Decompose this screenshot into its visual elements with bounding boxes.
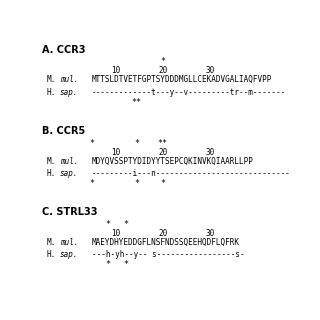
Text: 30: 30 bbox=[205, 148, 214, 156]
Text: 20: 20 bbox=[158, 229, 167, 238]
Text: 10: 10 bbox=[111, 66, 120, 75]
Text: *: * bbox=[134, 139, 139, 148]
Text: **: ** bbox=[131, 98, 141, 107]
Text: H.: H. bbox=[46, 88, 55, 97]
Text: *: * bbox=[123, 220, 128, 229]
Text: ---------i---n-----------------------------: ---------i---n--------------------------… bbox=[92, 169, 291, 178]
Text: M.: M. bbox=[46, 238, 55, 247]
Text: MTTSLDTVETFGPTSYDDDMGLLCEKADVGALIAQFVPP: MTTSLDTVETFGPTSYDDDMGLLCEKADVGALIAQFVPP bbox=[92, 75, 272, 84]
Text: 30: 30 bbox=[205, 66, 214, 75]
Text: M.: M. bbox=[46, 157, 55, 166]
Text: *: * bbox=[90, 139, 95, 148]
Text: ---h-yh--y-- s-----------------s-: ---h-yh--y-- s-----------------s- bbox=[92, 250, 245, 259]
Text: 30: 30 bbox=[205, 229, 214, 238]
Text: **: ** bbox=[158, 139, 168, 148]
Text: sap.: sap. bbox=[60, 250, 78, 259]
Text: 10: 10 bbox=[111, 229, 120, 238]
Text: *: * bbox=[160, 179, 165, 188]
Text: sap.: sap. bbox=[60, 88, 78, 97]
Text: mul.: mul. bbox=[60, 157, 78, 166]
Text: 20: 20 bbox=[158, 148, 167, 156]
Text: M.: M. bbox=[46, 75, 55, 84]
Text: -------------t---y--v---------tr--m-------: -------------t---y--v---------tr--m-----… bbox=[92, 88, 286, 97]
Text: B. CCR5: B. CCR5 bbox=[43, 126, 86, 136]
Text: A. CCR3: A. CCR3 bbox=[43, 44, 86, 54]
Text: *: * bbox=[123, 260, 128, 269]
Text: H.: H. bbox=[46, 169, 55, 178]
Text: *: * bbox=[106, 260, 111, 269]
Text: H.: H. bbox=[46, 250, 55, 259]
Text: MDYQVSSPTYDIDYYTSEPCQKINVKQIAARLLPP: MDYQVSSPTYDIDYYTSEPCQKINVKQIAARLLPP bbox=[92, 157, 254, 166]
Text: 20: 20 bbox=[158, 66, 167, 75]
Text: sap.: sap. bbox=[60, 169, 78, 178]
Text: 10: 10 bbox=[111, 148, 120, 156]
Text: mul.: mul. bbox=[60, 238, 78, 247]
Text: *: * bbox=[134, 179, 139, 188]
Text: mul.: mul. bbox=[60, 75, 78, 84]
Text: MAEYDHYEDDGFLNSFNDSSQEEHQDFLQFRK: MAEYDHYEDDGFLNSFNDSSQEEHQDFLQFRK bbox=[92, 238, 240, 247]
Text: *: * bbox=[106, 220, 111, 229]
Text: *: * bbox=[160, 57, 165, 66]
Text: C. STRL33: C. STRL33 bbox=[43, 207, 98, 217]
Text: *: * bbox=[90, 179, 95, 188]
